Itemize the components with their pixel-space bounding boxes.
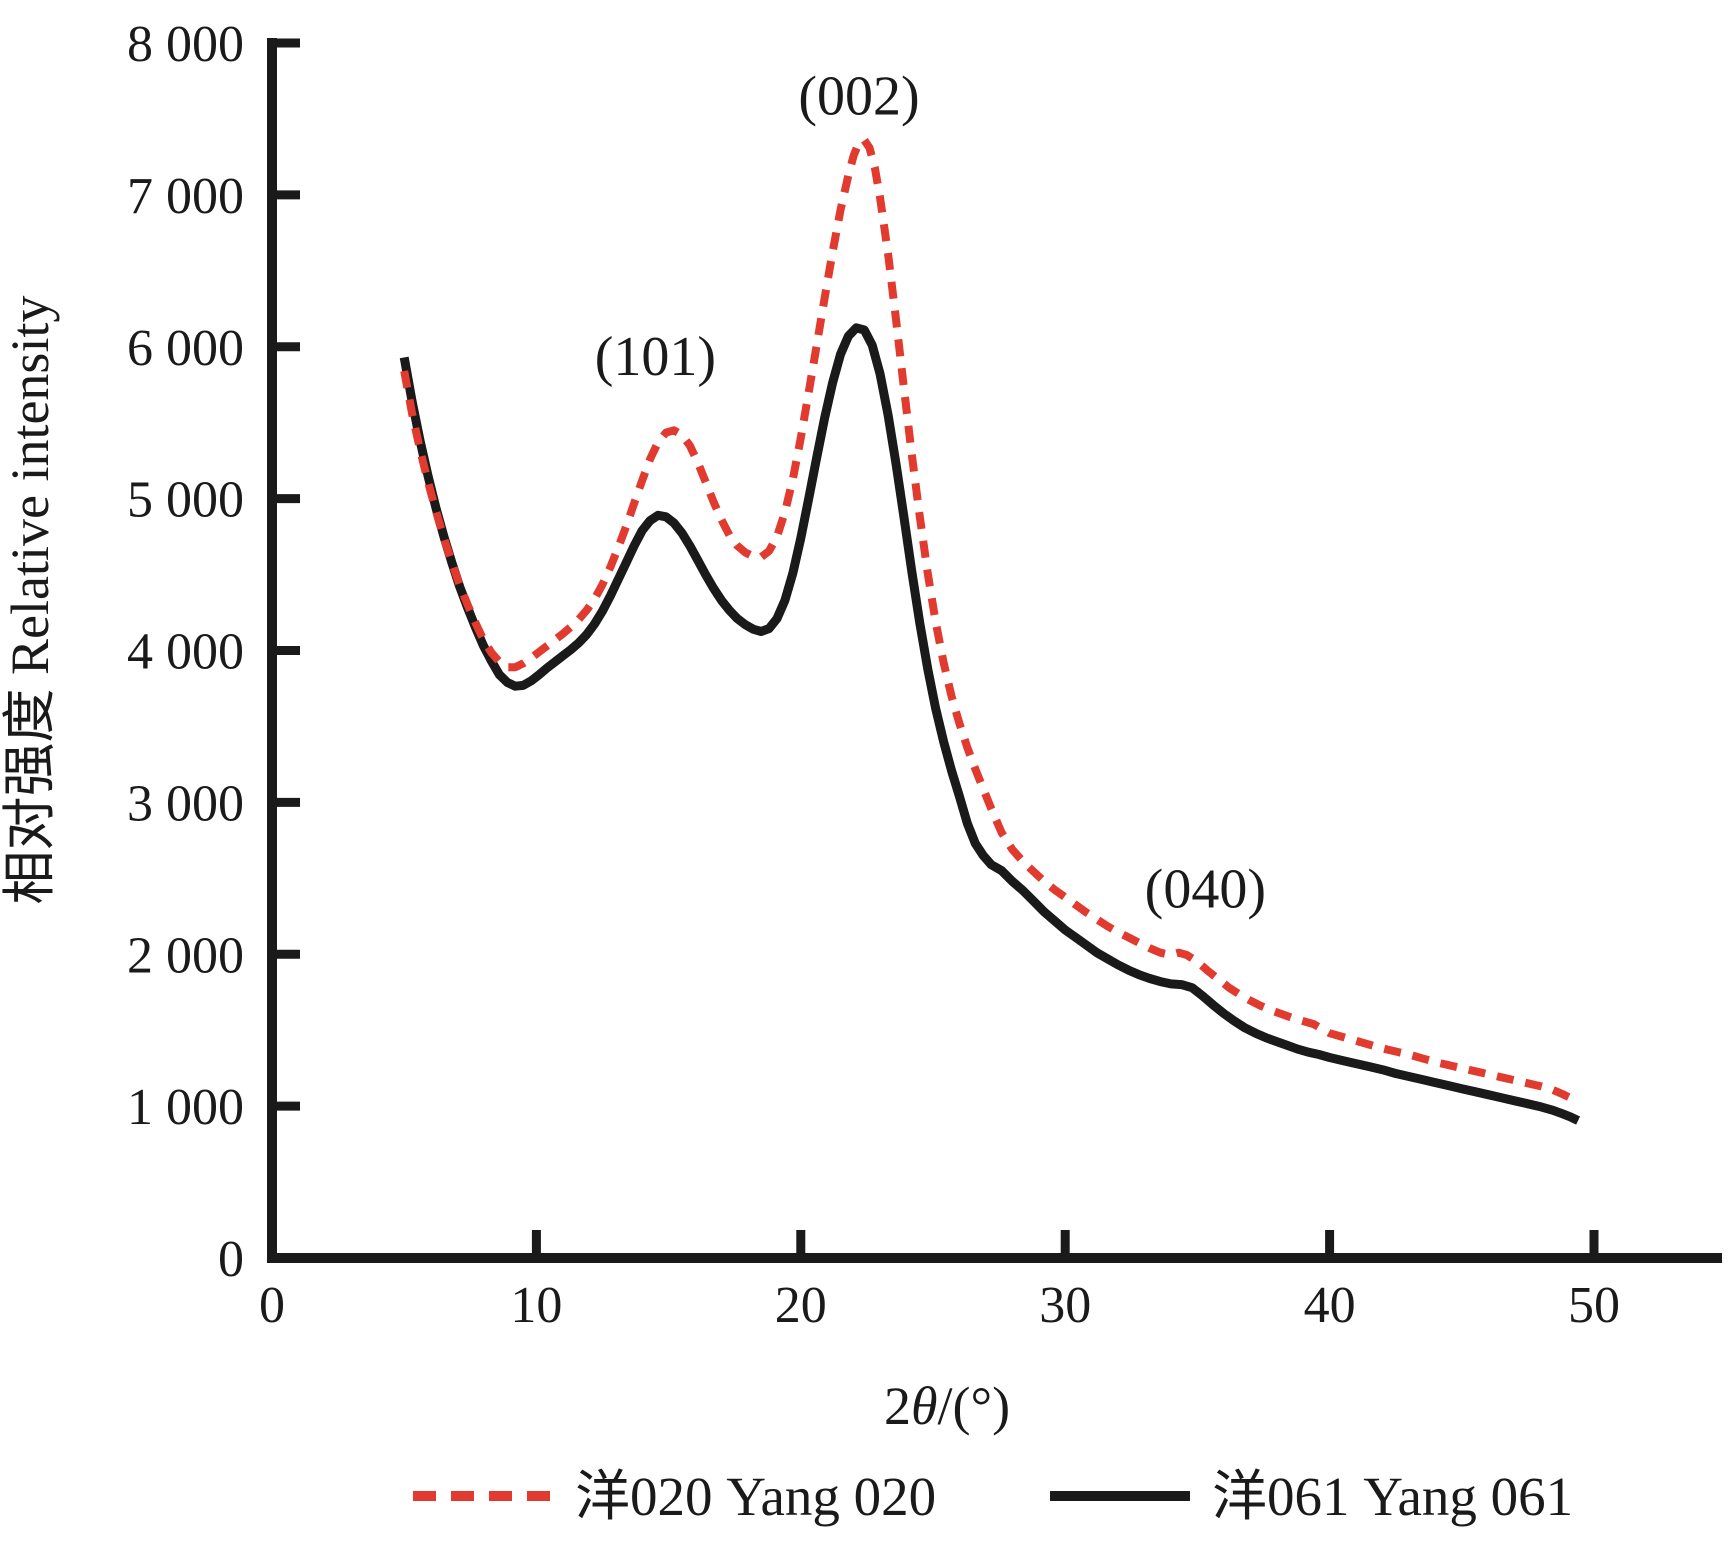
- y-axis-title: 相对强度 Relative intensity: [0, 296, 60, 905]
- x-tick-label-30: 30: [1039, 1277, 1091, 1334]
- x-tick-label-0: 0: [259, 1277, 285, 1334]
- y-tick-label-3000: 3 000: [127, 775, 244, 832]
- x-axis-title-text: 2θ/(°): [884, 1376, 1010, 1436]
- peak-annotation-040: (040): [1145, 858, 1266, 920]
- y-tick-label-4000: 4 000: [127, 624, 244, 681]
- x-tick-label-50: 50: [1568, 1277, 1620, 1334]
- y-tick-label-2000: 2 000: [127, 927, 244, 984]
- y-tick-label-1000: 1 000: [127, 1079, 244, 1136]
- x-axis-title: 2θ/(°): [884, 1376, 1010, 1436]
- peak-annotations: (101) (002) (040): [595, 66, 1266, 921]
- legend: 洋020 Yang 020 洋061 Yang 061: [413, 1466, 1573, 1527]
- legend-label-yang-061: 洋061 Yang 061: [1212, 1466, 1573, 1527]
- y-tick-label-0: 0: [218, 1231, 244, 1288]
- peak-annotation-002: (002): [798, 66, 919, 128]
- series-curve-yang-061: [399, 323, 1581, 1125]
- y-tick-label-5000: 5 000: [127, 472, 244, 529]
- axis-tick-labels: 0 10 20 30 40 50 0 1 000 2 000 3 000 4 000 5 000 6 0…: [127, 16, 1620, 1334]
- legend-label-yang-020: 洋020 Yang 020: [575, 1466, 936, 1527]
- series-curve-yang-020: [400, 136, 1581, 1106]
- series-curves: [399, 136, 1581, 1125]
- x-tick-label-40: 40: [1304, 1277, 1356, 1334]
- y-tick-label-6000: 6 000: [127, 320, 244, 377]
- axis-ticks: [272, 38, 1599, 1258]
- y-tick-label-7000: 7 000: [127, 168, 244, 225]
- peak-annotation-101: (101): [595, 326, 716, 388]
- x-tick-label-20: 20: [775, 1277, 827, 1334]
- x-tick-label-10: 10: [510, 1277, 562, 1334]
- y-tick-label-8000: 8 000: [127, 16, 244, 73]
